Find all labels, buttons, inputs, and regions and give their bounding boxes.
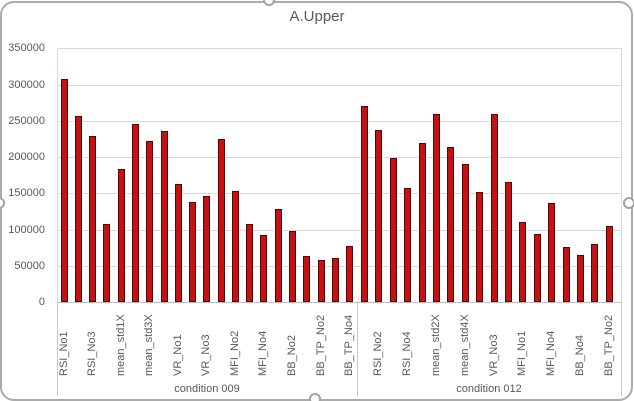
x-axis-tick-label: BB_No2 bbox=[286, 335, 298, 376]
gridline bbox=[57, 85, 621, 86]
x-axis-tick-label: RSI_No4 bbox=[401, 331, 414, 376]
bar[interactable] bbox=[361, 106, 368, 302]
gridline bbox=[57, 193, 621, 194]
gridline bbox=[57, 121, 621, 122]
bar[interactable] bbox=[89, 136, 97, 302]
y-axis-tick-label: 250000 bbox=[8, 115, 45, 127]
bar[interactable] bbox=[461, 164, 469, 302]
bar[interactable] bbox=[60, 79, 68, 302]
bar[interactable] bbox=[289, 231, 296, 302]
bar[interactable] bbox=[447, 147, 455, 302]
bar[interactable] bbox=[404, 188, 412, 302]
bar[interactable] bbox=[591, 244, 599, 302]
gridline bbox=[57, 48, 621, 49]
x-axis-tick-label: BB_TP_No2 bbox=[602, 314, 615, 376]
plot-border-line bbox=[621, 48, 622, 302]
condition-group-label: condition 012 bbox=[456, 383, 522, 395]
bar[interactable] bbox=[533, 234, 541, 302]
bar[interactable] bbox=[331, 258, 339, 302]
bar[interactable] bbox=[346, 246, 354, 302]
bar[interactable] bbox=[490, 114, 498, 302]
bar[interactable] bbox=[433, 114, 440, 302]
bar[interactable] bbox=[146, 141, 154, 302]
gridline bbox=[57, 230, 621, 231]
bar[interactable] bbox=[476, 192, 484, 302]
x-axis-tick-label: BB_No4 bbox=[574, 335, 586, 376]
x-axis-tick-label: mean_std2X bbox=[430, 314, 442, 376]
bar[interactable] bbox=[246, 224, 254, 302]
category-divider bbox=[621, 302, 622, 396]
x-axis-tick-label: mean_std3X bbox=[143, 314, 156, 376]
x-axis-tick-label: VR_No3 bbox=[487, 334, 500, 376]
bar[interactable] bbox=[131, 124, 139, 302]
x-axis-tick-label: RSI_No2 bbox=[372, 331, 385, 376]
x-axis-tick-label: MFI_No4 bbox=[545, 330, 558, 376]
selection-handle-right[interactable] bbox=[623, 197, 634, 209]
gridline bbox=[57, 157, 621, 158]
bar[interactable] bbox=[231, 191, 239, 302]
bar[interactable] bbox=[160, 131, 168, 302]
bar[interactable] bbox=[317, 260, 325, 302]
bar[interactable] bbox=[74, 116, 82, 302]
bar[interactable] bbox=[103, 224, 111, 302]
bar[interactable] bbox=[548, 203, 556, 302]
x-axis-tick-label: mean_std4X bbox=[458, 314, 471, 376]
y-axis-tick-label: 200000 bbox=[8, 151, 45, 163]
chart-title[interactable]: A.Upper bbox=[289, 8, 345, 25]
selection-handle-top[interactable] bbox=[263, 0, 275, 6]
bar[interactable] bbox=[189, 202, 196, 302]
bar[interactable] bbox=[174, 184, 182, 302]
bar[interactable] bbox=[577, 255, 584, 302]
x-axis-tick-label: RSI_No3 bbox=[86, 331, 99, 376]
bar[interactable] bbox=[274, 209, 282, 302]
y-axis-tick-label: 0 bbox=[38, 296, 45, 308]
plot-border-line bbox=[57, 48, 58, 302]
bar[interactable] bbox=[505, 182, 512, 302]
x-axis-tick-label: MFI_No1 bbox=[516, 330, 529, 376]
gridline bbox=[57, 266, 621, 267]
bar[interactable] bbox=[605, 226, 613, 302]
bar[interactable] bbox=[303, 256, 311, 302]
y-axis-tick-label: 300000 bbox=[8, 79, 45, 91]
x-axis-tick-label: RSI_No1 bbox=[57, 331, 70, 376]
bar[interactable] bbox=[217, 139, 225, 302]
x-axis-tick-label: VR_No1 bbox=[171, 334, 184, 376]
bar[interactable] bbox=[418, 143, 426, 302]
x-axis-tick-label: BB_TP_No2 bbox=[314, 314, 327, 376]
x-axis-tick-label: BB_TP_No4 bbox=[343, 314, 356, 376]
selection-handle-bottom[interactable] bbox=[309, 393, 321, 401]
y-axis-tick-label: 100000 bbox=[8, 224, 45, 236]
x-axis-tick-label: MFI_No2 bbox=[228, 330, 241, 376]
bar[interactable] bbox=[260, 235, 268, 302]
bar[interactable] bbox=[203, 196, 211, 302]
bar[interactable] bbox=[375, 130, 383, 302]
condition-group-label: condition 009 bbox=[174, 383, 240, 395]
x-axis-tick-label: VR_No3 bbox=[200, 334, 213, 376]
bar[interactable] bbox=[117, 169, 125, 302]
x-axis-tick-label: MFI_No4 bbox=[257, 330, 270, 376]
bar[interactable] bbox=[562, 247, 570, 302]
y-axis-tick-label: 150000 bbox=[8, 187, 45, 199]
bar[interactable] bbox=[389, 158, 397, 302]
x-axis-tick-label: mean_std1X bbox=[114, 314, 127, 376]
y-axis-tick-label: 350000 bbox=[8, 42, 45, 54]
category-divider bbox=[57, 302, 58, 396]
x-axis-line bbox=[57, 302, 621, 303]
bar[interactable] bbox=[519, 222, 527, 302]
y-axis-tick-label: 50000 bbox=[14, 260, 45, 272]
category-divider bbox=[357, 302, 358, 396]
